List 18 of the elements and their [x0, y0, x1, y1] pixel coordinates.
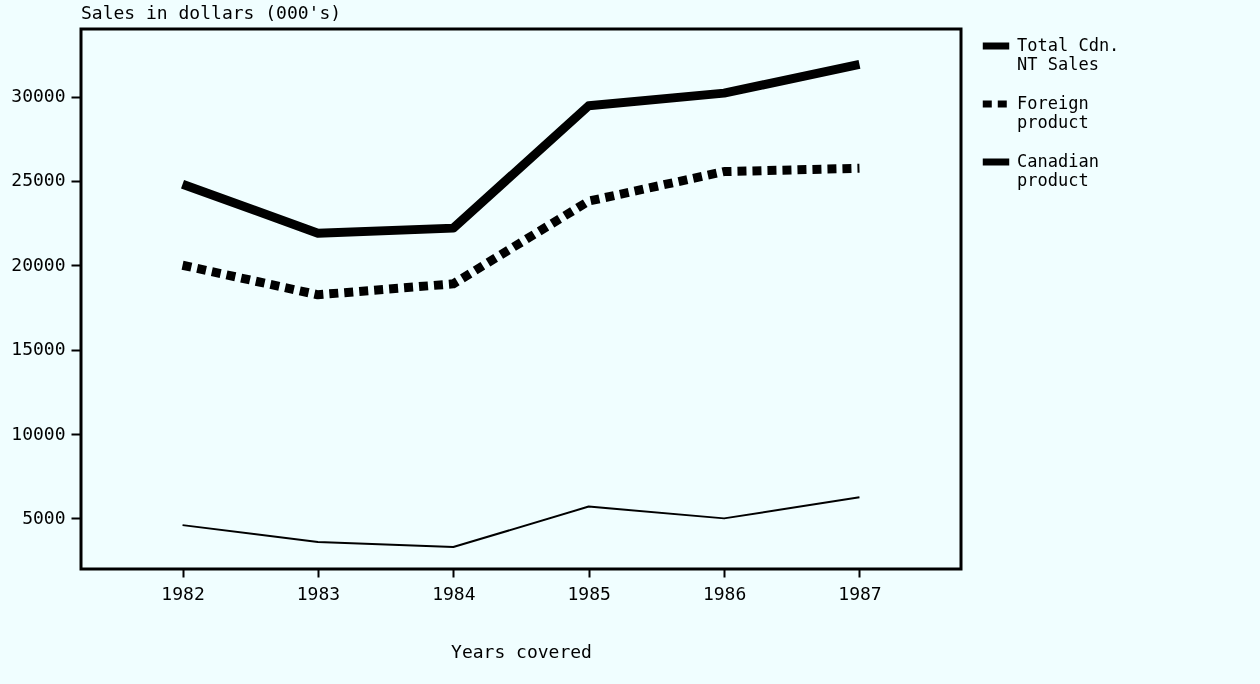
x-tick-label: 1984 — [432, 582, 476, 604]
y-tick-label: 15000 — [11, 338, 66, 360]
y-tick-label: 10000 — [11, 422, 66, 444]
x-tick-label: 1987 — [838, 582, 882, 604]
y-tick-label: 30000 — [11, 85, 66, 106]
chart-title: Sales in dollars (000's) — [81, 2, 342, 23]
y-tick-label: 25000 — [11, 169, 66, 191]
x-tick-label: 1982 — [161, 582, 205, 604]
line-series — [181, 496, 861, 549]
x-tick-label: 1985 — [567, 582, 611, 604]
y-tick-label: 5000 — [22, 506, 66, 528]
y-tick-label: 20000 — [11, 253, 66, 275]
legend-label: Canadian product — [1017, 151, 1099, 190]
legend-label: Foreign product — [1017, 93, 1089, 132]
legend-label: Total Cdn. NT Sales — [1017, 35, 1120, 74]
x-tick-label: 1986 — [702, 582, 747, 604]
x-axis-title: Years covered — [451, 640, 592, 662]
x-tick-label: 1983 — [296, 582, 341, 604]
